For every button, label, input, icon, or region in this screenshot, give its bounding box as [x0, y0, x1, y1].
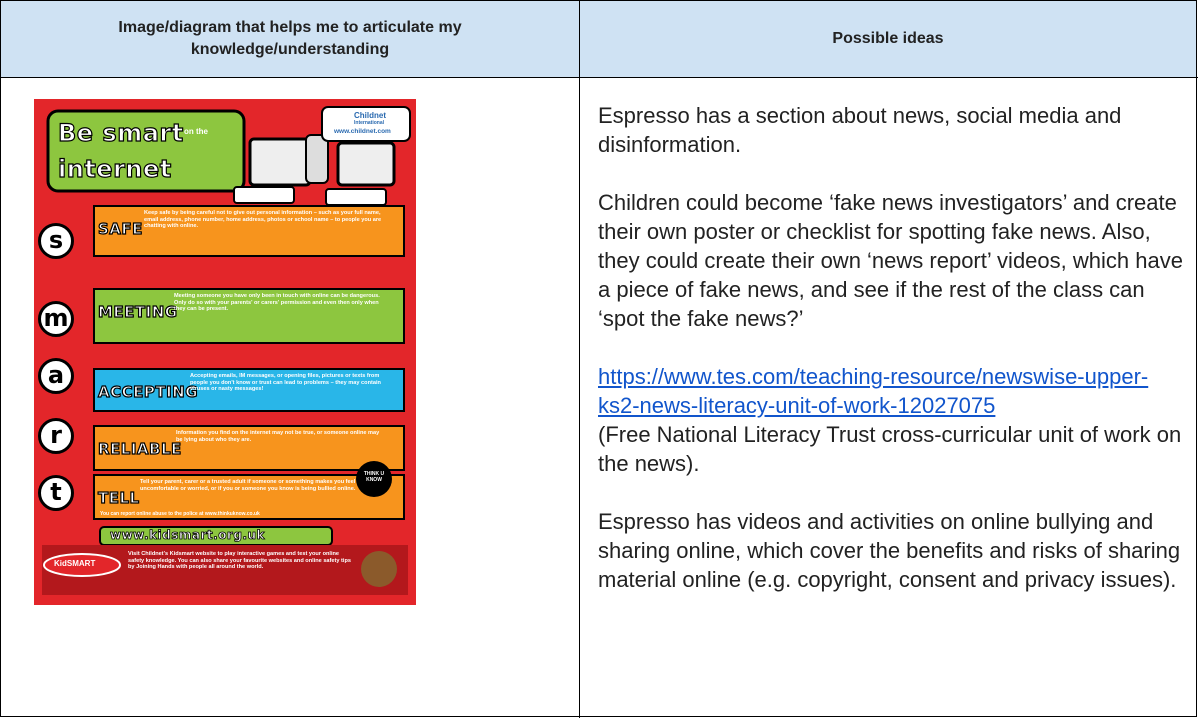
site-url: www.kidsmart.org.uk	[110, 528, 266, 543]
poster-title: Be smart	[57, 118, 184, 147]
banner	[93, 425, 405, 471]
banner	[93, 205, 405, 257]
header-cell: Image/diagram that helps me to articulat…	[1, 1, 579, 77]
item-word: ACCEPTING	[97, 382, 199, 401]
item-text: Information you find on the internet may…	[176, 430, 380, 443]
paragraph: Children could become ‘fake news investi…	[598, 190, 1183, 331]
banner	[93, 368, 405, 412]
poster-image: Be smart on the internet Childnet Intern…	[34, 99, 416, 605]
letter-circle: r	[38, 418, 74, 454]
item-text: Tell your parent, carer or a trusted adu…	[140, 479, 356, 492]
item-word: SAFE	[97, 219, 143, 238]
letter-circle: a	[38, 358, 74, 394]
column-divider	[579, 1, 580, 718]
paragraph: Espresso has videos and activities on on…	[598, 509, 1181, 592]
brand-logo	[43, 553, 121, 577]
keyboard	[325, 188, 387, 206]
poster-title: internet	[57, 154, 172, 183]
item-word: RELIABLE	[97, 439, 182, 458]
banner	[93, 474, 405, 520]
character	[361, 551, 397, 587]
brand-text: KidSMART	[54, 559, 96, 568]
monitor	[248, 137, 312, 187]
letter-circle: t	[38, 475, 74, 511]
letter-circle: s	[38, 223, 74, 259]
phone	[305, 134, 329, 184]
item-text: Accepting emails, IM messages, or openin…	[190, 373, 381, 393]
item-word: TELL	[97, 488, 140, 507]
logo-box	[321, 106, 411, 142]
logo-text: International	[354, 120, 385, 126]
paragraph: Espresso has a section about news, socia…	[598, 103, 1122, 157]
logo-text: Childnet	[354, 111, 386, 120]
header-cell: Possible ideas	[580, 1, 1196, 77]
ideas-cell: Espresso has a section about news, socia…	[598, 101, 1188, 623]
poster-graphics	[34, 99, 416, 605]
item-text: Meeting someone you have only been in to…	[174, 293, 380, 313]
letter-circle: m	[38, 301, 74, 337]
poster-title: on the	[184, 127, 208, 136]
logo-url: www.childnet.com	[334, 128, 391, 135]
link[interactable]: https://www.tes.com/teaching-resource/ne…	[598, 364, 1149, 418]
item-word: MEETING	[97, 302, 178, 321]
monitor	[336, 141, 396, 187]
banner	[93, 288, 405, 344]
think-text: THINK U KNOW	[363, 471, 385, 483]
keyboard	[233, 186, 295, 204]
title-box	[46, 109, 246, 193]
link-paragraph: https://www.tes.com/teaching-resource/ne…	[598, 362, 1188, 478]
item-text: Keep safe by being careful not to give o…	[144, 210, 382, 230]
think-badge	[356, 461, 392, 497]
footer-text: Visit Childnet's Kidsmart website to pla…	[128, 551, 351, 571]
row-divider	[1, 77, 1198, 78]
link-note: (Free National Literacy Trust cross-curr…	[598, 422, 1182, 476]
report-text: You can report online abuse to the polic…	[100, 511, 260, 517]
